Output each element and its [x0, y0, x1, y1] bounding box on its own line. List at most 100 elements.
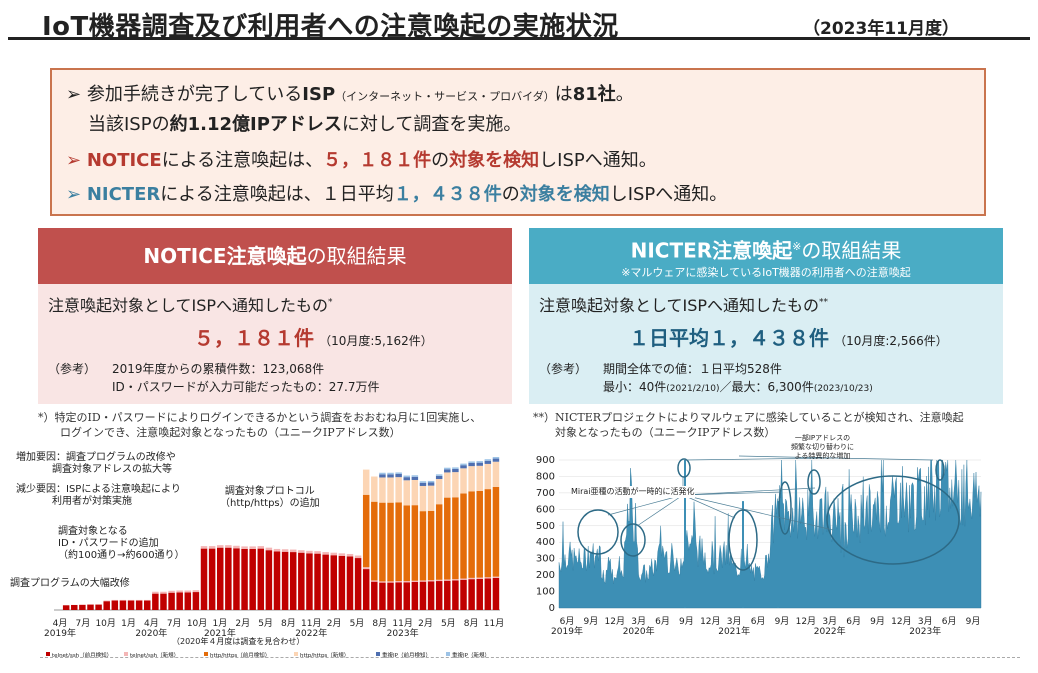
bar-2020-05-s1	[152, 591, 159, 594]
bar-2022-12-s2	[403, 505, 410, 582]
bar-2023-10-s4	[484, 460, 492, 464]
bar-2020-08-s1	[176, 590, 183, 593]
bar-2023-10-s5	[484, 459, 492, 461]
bar-2021-04-s1	[241, 546, 248, 549]
bar-2023-07-s5	[460, 463, 467, 466]
legend-swatch	[376, 652, 380, 656]
bar-2023-08-s2	[468, 491, 475, 578]
notice-ann-skip: （2020年４月度は調査を見合わせ）	[172, 637, 305, 646]
highlight-ellipse	[826, 475, 960, 565]
bar-2022-03-s0	[330, 555, 338, 610]
bar-2023-10-s2	[484, 489, 492, 578]
bar-2020-01-s0	[127, 600, 135, 610]
bar-2023-02-s2	[419, 511, 427, 581]
bar-2023-01-s1	[411, 580, 419, 582]
annotation-leader	[682, 494, 834, 531]
bar-2022-04-s0	[338, 555, 346, 610]
notice-ann-protocol: 調査対象プロトコル （http/https）の追加	[220, 486, 320, 509]
bar-2023-03-s4	[427, 482, 435, 486]
bullet-icon: ➢	[66, 184, 82, 205]
bar-2022-11-s2	[395, 502, 402, 582]
notice-ann-increase: 増加要因：調査プログラムの改修や 調査対象アドレスの拡大等	[16, 452, 176, 475]
bar-2023-07-s0	[460, 579, 467, 610]
bar-2021-03-s0	[233, 548, 240, 610]
bar-2019-06-s0	[71, 604, 78, 610]
nicter-lead: 注意喚起対象としてISPへ通知したもの**	[539, 296, 829, 315]
bar-2019-09-s1	[95, 604, 102, 605]
bar-2023-07-s1	[460, 578, 467, 580]
bar-2023-02-s4	[419, 482, 427, 486]
bar-2023-08-s5	[468, 461, 475, 463]
bar-2023-04-s2	[435, 504, 443, 580]
bar-2023-10-s1	[484, 577, 492, 579]
nicter-panel: NICTER注意喚起※の取組結果 ※マルウェアに感染しているIoT機器の利用者へ…	[529, 228, 1003, 404]
bar-2021-03-s1	[233, 545, 240, 549]
bar-2021-02-s0	[225, 547, 232, 610]
bar-2022-09-s4	[379, 474, 386, 478]
notice-count: ５，１８１件 （10月度:5,162件）	[194, 326, 433, 350]
bar-2021-10-s0	[289, 552, 297, 610]
bar-2023-01-s3	[411, 479, 419, 506]
notice-ref-2: ID・パスワードが入力可能だったもの：27.7万件	[112, 380, 380, 394]
bar-2022-11-s5	[395, 472, 402, 474]
bar-2022-07-s0	[362, 569, 370, 610]
bar-2022-11-s4	[395, 474, 402, 478]
bar-2019-12-s0	[119, 600, 127, 610]
x-tick-label: 8月	[464, 618, 479, 629]
bar-2023-11-s2	[492, 486, 500, 577]
bar-2023-04-s4	[435, 475, 443, 480]
bar-2022-04-s1	[338, 553, 346, 556]
bar-2023-11-s1	[492, 576, 500, 578]
x-tick-label: 6月	[846, 616, 861, 627]
bar-2020-06-s1	[160, 591, 167, 594]
bar-2023-09-s3	[476, 465, 483, 491]
bar-2023-03-s1	[427, 580, 435, 582]
bar-2023-06-s3	[452, 472, 459, 498]
y-tick-label: 400	[536, 537, 555, 548]
highlight-ellipse	[778, 481, 792, 535]
bar-2023-09-s1	[476, 577, 483, 579]
summary-line-1: ➢ 参加手続きが完了しているISP（インターネット・サービス・プロバイダ）は81…	[66, 84, 634, 105]
x-tick-label: 3月	[631, 616, 646, 627]
bar-2023-03-s0	[427, 581, 435, 610]
bar-2023-06-s1	[452, 579, 459, 581]
nicter-ref-label: （参考）	[539, 362, 588, 376]
notice-header: NOTICE注意喚起の取組結果	[38, 228, 512, 284]
notice-chart-svg: 4月 7月 10月 1月 4月 7月 10月 1月 2月 5月 8月 11月 2月 5月 8月 11月 2月 5月…	[44, 457, 504, 659]
x-tick-label: 6月	[560, 616, 575, 627]
bar-2021-07-s1	[265, 547, 273, 551]
summary-line-2: 当該ISPの約1.12億IPアドレスに対して調査を実施。	[88, 114, 522, 135]
y-tick-label: 0	[549, 603, 555, 614]
bar-2020-10-s0	[192, 592, 200, 610]
x-year-label: 2020年	[135, 627, 167, 639]
bar-2023-01-s4	[411, 476, 419, 480]
bar-2021-11-s0	[298, 552, 305, 610]
bar-2023-11-s3	[492, 461, 500, 487]
bar-2023-05-s0	[444, 580, 451, 610]
bar-2020-01-s1	[127, 599, 135, 601]
notice-lead: 注意喚起対象としてISPへ通知したもの*	[48, 296, 333, 315]
bar-2019-10-s1	[103, 600, 110, 602]
nicter-count: １日平均１，４３８件 （10月度:2,566件）	[629, 326, 948, 350]
nicter-ann-ipchange: 一部IPアドレスの 頻繁な切り替わりに よる特異的な増加	[791, 434, 854, 460]
bar-2023-01-s2	[411, 505, 419, 581]
bar-2020-02-s1	[135, 599, 143, 601]
bar-2022-12-s0	[403, 582, 410, 610]
bar-2023-06-s0	[452, 580, 459, 610]
annotation-leader	[682, 491, 782, 496]
bar-2021-05-s1	[249, 546, 256, 549]
x-tick-label: 2月	[327, 618, 342, 629]
bar-2021-04-s0	[241, 548, 248, 610]
x-year-label: 2023年	[909, 625, 941, 637]
bar-2019-11-s0	[111, 600, 119, 610]
bar-2019-09-s0	[95, 604, 102, 610]
bar-2021-09-s0	[281, 551, 289, 610]
bar-2023-04-s0	[435, 581, 443, 610]
bar-2020-03-s0	[144, 600, 151, 610]
bar-2022-07-s3	[362, 469, 370, 495]
nicter-ref-2: 最小：40件(2021/2/10)／最大：6,300件(2023/10/23)	[603, 380, 873, 394]
x-tick-label: 11月	[484, 618, 504, 629]
x-tick-label: 12月	[605, 616, 625, 627]
x-year-label: 2022年	[295, 627, 327, 639]
notice-body: 注意喚起対象としてISPへ通知したもの* ５，１８１件 （10月度:5,162件…	[38, 284, 512, 404]
